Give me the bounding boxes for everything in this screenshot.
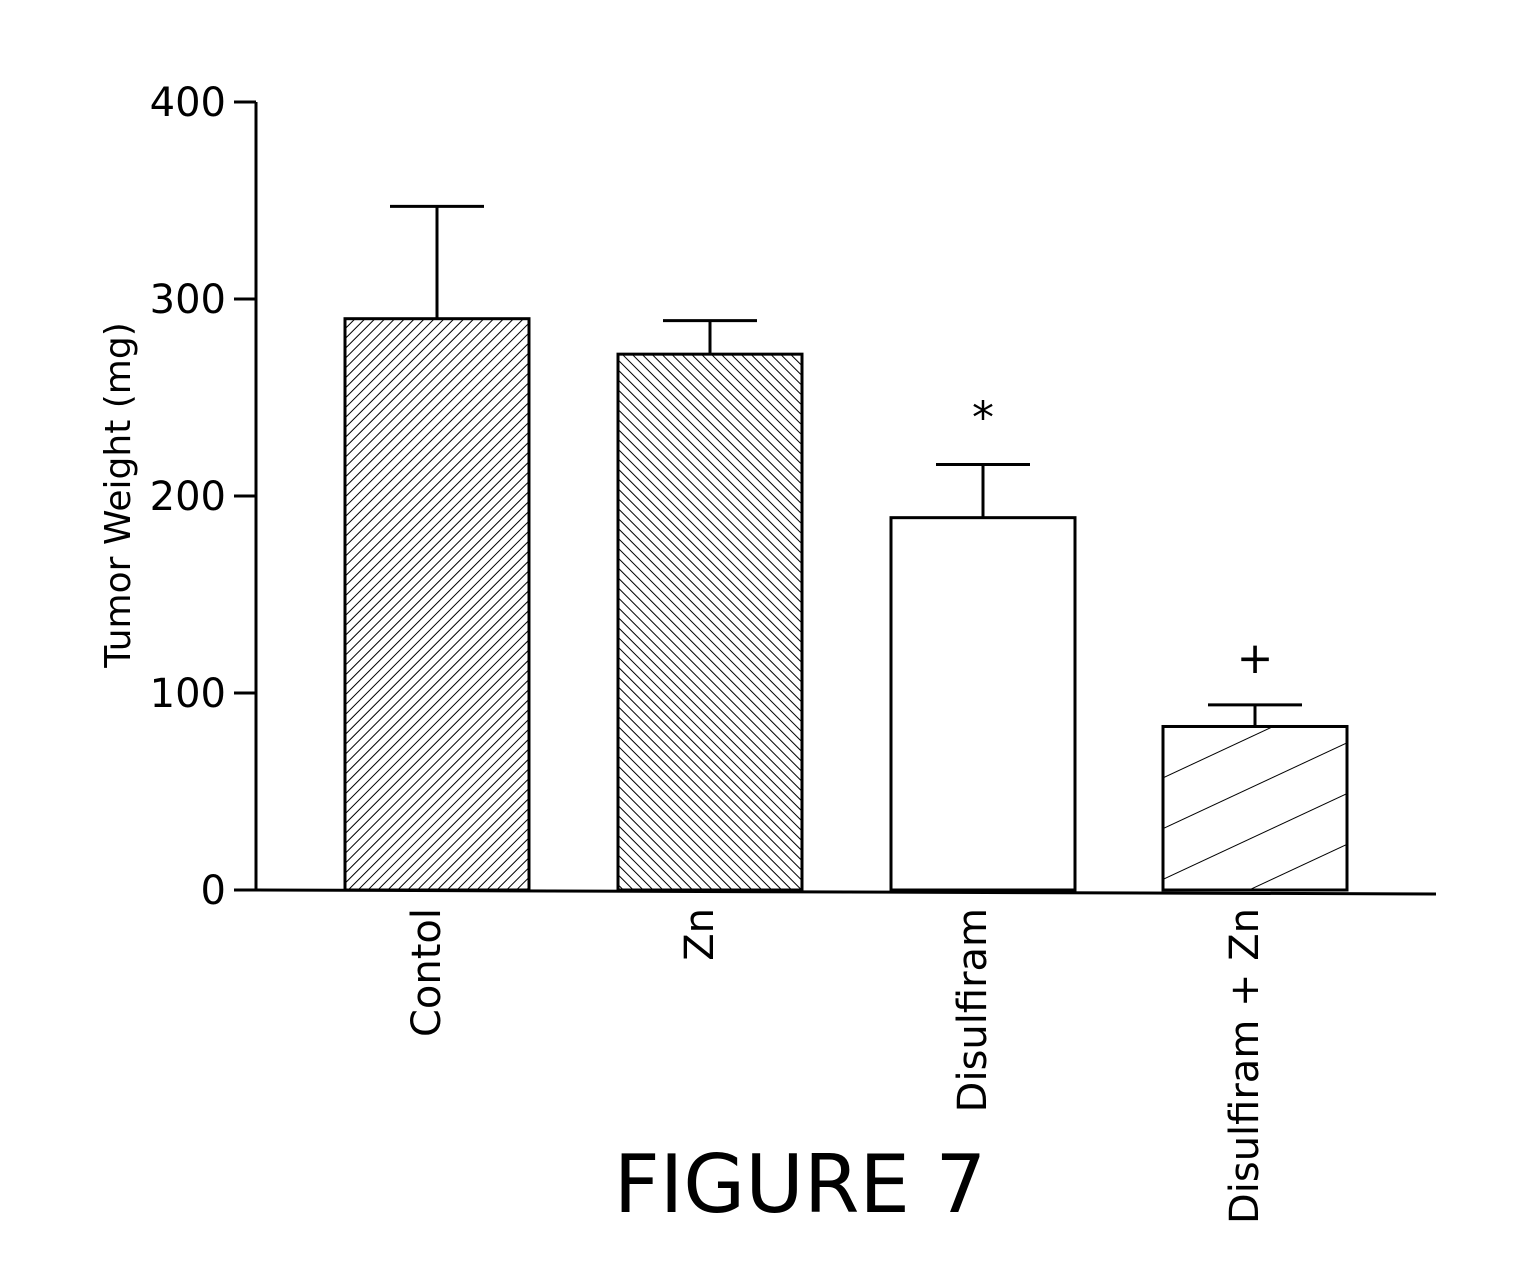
bar — [343, 317, 531, 892]
y-axis-label: Tumor Weight (mg) — [98, 322, 139, 669]
y-tick-label: 0 — [201, 868, 226, 914]
y-tick-label: 200 — [150, 474, 226, 520]
y-tick-label: 400 — [150, 80, 226, 126]
significance-marker: * — [972, 392, 994, 443]
y-tick-label: 300 — [150, 277, 226, 323]
category-label: Contol — [404, 908, 450, 1037]
category-labels: Contol Zn Disulfiram Disulfiram + Zn — [404, 908, 1268, 1224]
category-label: Zn — [677, 908, 723, 961]
significance-marker: + — [1237, 633, 1274, 684]
category-label: Disulfiram + Zn — [1222, 908, 1268, 1224]
bars-group: *+ — [343, 204, 1349, 892]
bar — [1161, 724, 1349, 892]
category-label: Disulfiram — [950, 908, 996, 1112]
bar — [616, 352, 804, 892]
y-axis: 0 100 200 300 400 — [150, 80, 258, 914]
figure-caption: FIGURE 7 — [614, 1138, 987, 1231]
bar — [889, 516, 1077, 892]
y-tick-label: 100 — [150, 671, 226, 717]
